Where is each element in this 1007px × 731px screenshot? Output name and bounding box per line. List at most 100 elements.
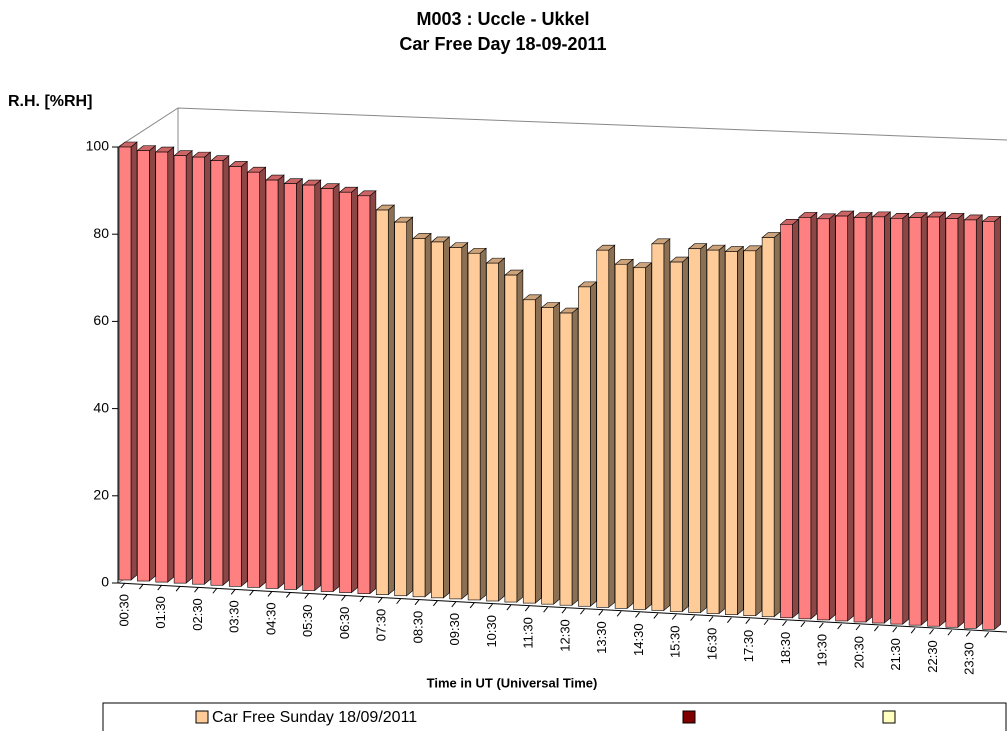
x-tick bbox=[304, 593, 310, 599]
bar bbox=[301, 179, 322, 592]
x-tick bbox=[341, 595, 346, 601]
x-tick bbox=[818, 622, 824, 629]
x-tick bbox=[561, 607, 567, 614]
bar-front bbox=[743, 250, 757, 616]
bar bbox=[761, 231, 781, 618]
bar bbox=[798, 211, 818, 620]
x-tick bbox=[965, 630, 971, 637]
x-tick bbox=[598, 609, 604, 616]
bar-front bbox=[651, 243, 665, 611]
bar-side bbox=[534, 294, 542, 604]
bar-side bbox=[443, 236, 450, 599]
x-axis-label: Time in UT (Universal Time) bbox=[427, 675, 598, 690]
bar bbox=[908, 212, 928, 626]
x-tick bbox=[212, 587, 218, 594]
bar-side bbox=[773, 231, 781, 618]
bar-side bbox=[626, 258, 634, 609]
bar-front bbox=[706, 249, 720, 614]
bar-side bbox=[516, 269, 524, 603]
x-tick bbox=[726, 617, 732, 623]
x-tick bbox=[910, 627, 916, 634]
x-tick bbox=[782, 620, 787, 627]
x-tick bbox=[488, 603, 493, 610]
bar-side bbox=[387, 204, 395, 596]
bar-front bbox=[963, 219, 977, 629]
x-tick-label: 16:30 bbox=[704, 628, 719, 661]
bar-front bbox=[192, 156, 205, 585]
x-tick bbox=[469, 602, 475, 609]
x-tick bbox=[653, 613, 659, 619]
x-tick-label: 07:30 bbox=[374, 609, 389, 642]
x-tick bbox=[230, 588, 236, 595]
y-tick-label: 20 bbox=[93, 487, 109, 503]
bar-front bbox=[339, 191, 352, 593]
bar-side bbox=[700, 243, 707, 614]
bar-front bbox=[578, 286, 591, 607]
bar-front bbox=[412, 238, 426, 598]
y-axis-label: R.H. [%RH] bbox=[8, 93, 92, 110]
bar-front bbox=[173, 155, 187, 584]
bar bbox=[228, 160, 249, 587]
y-tick-label: 100 bbox=[86, 138, 110, 154]
x-tick-label: 04:30 bbox=[263, 602, 278, 635]
x-tick bbox=[947, 629, 953, 636]
bar-front bbox=[816, 218, 830, 621]
x-tick bbox=[285, 592, 291, 598]
bar bbox=[687, 243, 708, 614]
bar-front bbox=[945, 218, 959, 628]
bar-side bbox=[810, 211, 818, 620]
legend-label: Car Free Sunday 18/09/2011 bbox=[212, 709, 417, 726]
x-tick-label: 20:30 bbox=[851, 636, 866, 669]
bar-side bbox=[737, 245, 744, 616]
bar bbox=[430, 236, 451, 599]
bar bbox=[338, 186, 359, 594]
bar bbox=[283, 178, 304, 591]
x-tick bbox=[745, 618, 751, 625]
bar-side bbox=[718, 244, 726, 615]
y-tick-label: 0 bbox=[101, 574, 109, 590]
bar bbox=[173, 150, 193, 584]
x-tick-label: 09:30 bbox=[447, 613, 462, 646]
x-tick-label: 17:30 bbox=[741, 630, 756, 663]
bar bbox=[669, 256, 690, 613]
x-tick bbox=[249, 590, 255, 596]
x-tick bbox=[194, 586, 199, 593]
bar-front bbox=[375, 209, 389, 595]
x-tick bbox=[267, 591, 273, 597]
bar-side bbox=[920, 212, 928, 626]
bar-side bbox=[681, 256, 689, 613]
bar-side bbox=[332, 183, 340, 593]
bar-side bbox=[608, 244, 616, 608]
bar bbox=[632, 262, 653, 611]
bar bbox=[834, 210, 855, 622]
x-tick bbox=[524, 605, 530, 612]
bar-front bbox=[908, 217, 922, 626]
bar-side bbox=[865, 211, 873, 623]
x-tick bbox=[892, 626, 898, 633]
bar-side bbox=[645, 262, 652, 611]
x-tick-label: 19:30 bbox=[815, 634, 830, 667]
x-tick-label: 06:30 bbox=[337, 607, 352, 640]
legend-swatch bbox=[682, 710, 696, 724]
bar-side bbox=[149, 144, 156, 582]
x-tick bbox=[322, 594, 328, 600]
x-tick-label: 14:30 bbox=[631, 623, 646, 656]
bar bbox=[871, 211, 892, 624]
bar-front bbox=[247, 171, 260, 588]
bar-side bbox=[406, 216, 413, 597]
bar-side bbox=[424, 232, 432, 598]
x-tick-label: 23:30 bbox=[962, 642, 977, 675]
bar bbox=[504, 269, 524, 603]
bar bbox=[265, 174, 285, 590]
y-tick-label: 40 bbox=[93, 399, 109, 415]
bar-front bbox=[798, 217, 812, 620]
bar-front bbox=[265, 179, 279, 589]
bar bbox=[375, 204, 396, 596]
x-tick-label: 05:30 bbox=[300, 605, 315, 638]
bar-side bbox=[259, 166, 266, 588]
x-tick bbox=[414, 599, 420, 606]
bar-front bbox=[431, 241, 444, 599]
x-tick bbox=[855, 624, 861, 631]
bar-side bbox=[130, 141, 138, 581]
bar-side bbox=[571, 307, 579, 606]
